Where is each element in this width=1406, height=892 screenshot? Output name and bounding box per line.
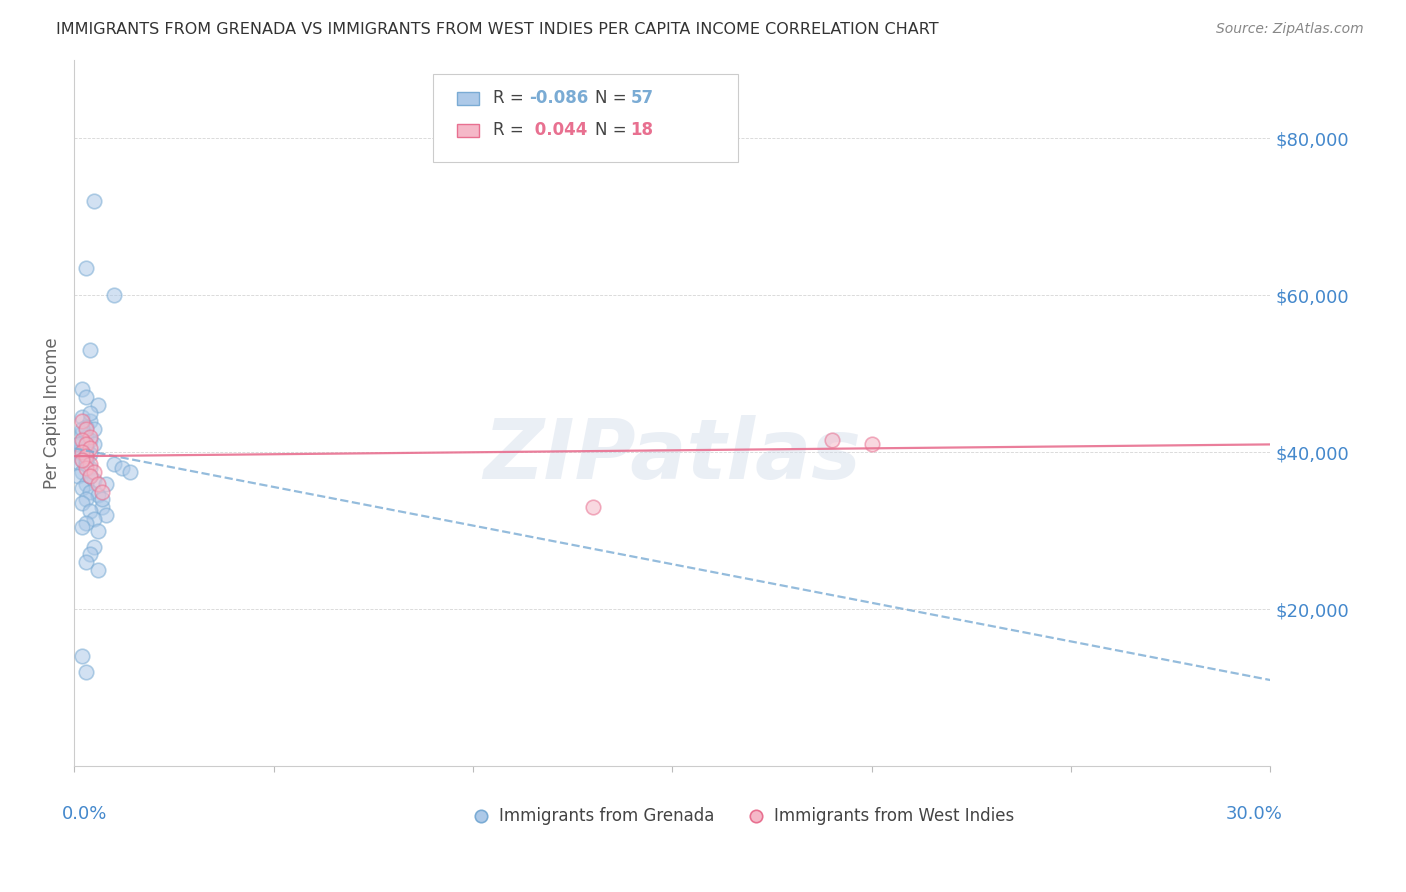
Point xyxy=(75,461,97,475)
Text: N =: N = xyxy=(595,89,631,107)
Point xyxy=(103,457,125,471)
Point xyxy=(103,288,125,302)
Point xyxy=(72,409,94,424)
Point xyxy=(75,555,97,569)
Point xyxy=(83,540,105,554)
Point xyxy=(72,649,94,664)
Text: 30.0%: 30.0% xyxy=(1225,805,1282,823)
Text: R =: R = xyxy=(494,89,529,107)
Point xyxy=(79,468,101,483)
Point xyxy=(79,434,101,448)
Point xyxy=(87,488,110,502)
Point xyxy=(75,422,97,436)
Point xyxy=(87,563,110,577)
Point xyxy=(79,414,101,428)
Point xyxy=(83,512,105,526)
Point xyxy=(75,420,97,434)
Point xyxy=(75,437,97,451)
Point xyxy=(79,461,101,475)
Point xyxy=(67,455,90,469)
Point xyxy=(96,476,118,491)
Point xyxy=(75,457,97,471)
Point xyxy=(72,434,94,448)
Point xyxy=(111,461,134,475)
Point xyxy=(75,453,97,467)
Point xyxy=(79,468,101,483)
Point xyxy=(72,481,94,495)
Point xyxy=(87,476,110,491)
Point xyxy=(67,468,90,483)
Text: IMMIGRANTS FROM GRENADA VS IMMIGRANTS FROM WEST INDIES PER CAPITA INCOME CORRELA: IMMIGRANTS FROM GRENADA VS IMMIGRANTS FR… xyxy=(56,22,939,37)
Text: Immigrants from Grenada: Immigrants from Grenada xyxy=(499,807,714,825)
Point xyxy=(67,437,90,451)
Point xyxy=(72,414,94,428)
Point xyxy=(79,442,101,456)
Point xyxy=(75,492,97,507)
Point xyxy=(72,425,94,440)
FancyBboxPatch shape xyxy=(457,92,478,105)
Point xyxy=(581,500,603,515)
Point xyxy=(79,406,101,420)
Point xyxy=(72,445,94,459)
Point xyxy=(83,437,105,451)
Point xyxy=(72,465,94,479)
Point xyxy=(83,194,105,208)
Point xyxy=(120,465,142,479)
Text: 57: 57 xyxy=(630,89,654,107)
Text: 0.044: 0.044 xyxy=(529,121,588,139)
Point xyxy=(75,449,97,463)
Point xyxy=(75,516,97,530)
Point xyxy=(83,473,105,487)
Point xyxy=(72,453,94,467)
FancyBboxPatch shape xyxy=(457,124,478,136)
Point xyxy=(75,390,97,404)
Point xyxy=(72,383,94,397)
Point xyxy=(72,453,94,467)
Point xyxy=(79,343,101,358)
Point xyxy=(75,476,97,491)
Point xyxy=(821,434,844,448)
Text: 18: 18 xyxy=(630,121,654,139)
Point xyxy=(83,422,105,436)
Text: N =: N = xyxy=(595,121,631,139)
Point xyxy=(91,484,114,499)
Point xyxy=(75,260,97,275)
Point xyxy=(67,445,90,459)
Point xyxy=(72,422,94,436)
Point xyxy=(75,665,97,680)
Text: R =: R = xyxy=(494,121,529,139)
Point xyxy=(87,524,110,538)
Point xyxy=(72,520,94,534)
Point xyxy=(75,442,97,456)
Point xyxy=(79,484,101,499)
Point xyxy=(72,496,94,510)
Text: 0.0%: 0.0% xyxy=(62,805,108,823)
Point xyxy=(75,449,97,463)
Point xyxy=(87,398,110,412)
Text: Immigrants from West Indies: Immigrants from West Indies xyxy=(773,807,1014,825)
Point xyxy=(79,429,101,443)
Point xyxy=(79,457,101,471)
Point xyxy=(72,443,94,458)
Point xyxy=(79,447,101,461)
Point xyxy=(79,547,101,561)
Point xyxy=(72,435,94,450)
Point xyxy=(860,437,883,451)
Point xyxy=(75,429,97,443)
Y-axis label: Per Capita Income: Per Capita Income xyxy=(44,337,60,489)
Point xyxy=(79,504,101,518)
Point xyxy=(91,500,114,515)
Point xyxy=(83,465,105,479)
FancyBboxPatch shape xyxy=(433,74,738,162)
Text: -0.086: -0.086 xyxy=(529,89,588,107)
Point xyxy=(91,492,114,507)
Point xyxy=(96,508,118,522)
Text: Source: ZipAtlas.com: Source: ZipAtlas.com xyxy=(1216,22,1364,37)
Text: ZIPatlas: ZIPatlas xyxy=(484,415,862,496)
